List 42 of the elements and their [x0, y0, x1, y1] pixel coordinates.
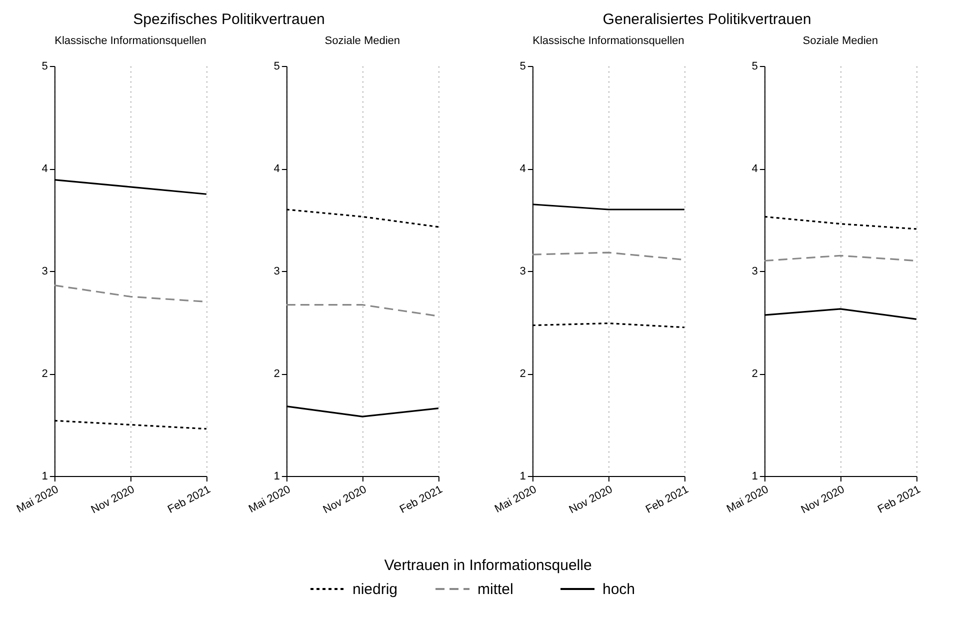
chart-title: Generalisiertes Politikvertrauen	[602, 11, 812, 28]
y-tick-label: 2	[752, 368, 758, 380]
legend-title: Vertrauen in Informationsquelle	[384, 557, 592, 574]
y-tick-label: 4	[520, 163, 526, 175]
y-tick-label: 3	[274, 266, 280, 278]
y-tick-label: 5	[752, 60, 758, 72]
y-tick-label: 2	[274, 368, 280, 380]
legend-label: hoch	[602, 581, 636, 598]
y-tick-label: 3	[520, 266, 526, 278]
chart-title: Spezifisches Politikvertrauen	[133, 11, 325, 28]
y-tick-label: 1	[520, 470, 526, 482]
x-tick-label: Feb 2021	[644, 484, 691, 516]
x-tick-label: Feb 2021	[876, 484, 923, 516]
legend-label: mittel	[478, 581, 514, 598]
x-tick-label: Mai 2020	[14, 484, 61, 516]
y-tick-label: 3	[752, 266, 758, 278]
x-tick-label: Mai 2020	[492, 484, 539, 516]
legend-label: niedrig	[352, 581, 398, 598]
chart-subtitle: Klassische Informationsquellen	[54, 35, 206, 47]
y-tick-label: 2	[42, 368, 48, 380]
x-tick-label: Nov 2020	[567, 484, 615, 516]
y-tick-label: 5	[520, 60, 526, 72]
x-tick-label: Mai 2020	[724, 484, 771, 516]
y-tick-label: 1	[42, 470, 48, 482]
y-tick-label: 1	[274, 470, 280, 482]
y-tick-label: 5	[274, 60, 280, 72]
chart-subtitle: Klassische Informationsquellen	[532, 35, 684, 47]
y-tick-label: 5	[42, 60, 48, 72]
y-tick-label: 4	[42, 163, 48, 175]
x-tick-label: Feb 2021	[166, 484, 213, 516]
y-tick-label: 2	[520, 368, 526, 380]
chart-subtitle: Soziale Medien	[324, 35, 400, 47]
x-tick-label: Nov 2020	[89, 484, 137, 516]
x-tick-label: Feb 2021	[398, 484, 445, 516]
y-tick-label: 4	[752, 163, 758, 175]
x-tick-label: Nov 2020	[321, 484, 369, 516]
x-tick-label: Mai 2020	[246, 484, 293, 516]
y-tick-label: 1	[752, 470, 758, 482]
y-tick-label: 4	[274, 163, 280, 175]
y-tick-label: 3	[42, 266, 48, 278]
chart-subtitle: Soziale Medien	[802, 35, 878, 47]
x-tick-label: Nov 2020	[799, 484, 847, 516]
